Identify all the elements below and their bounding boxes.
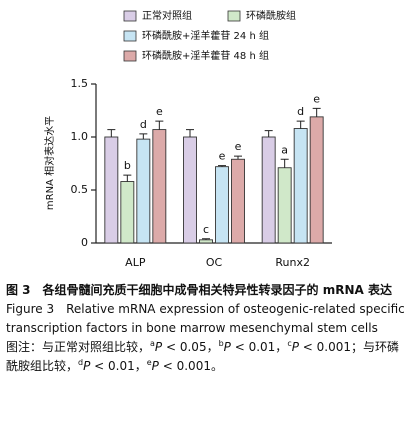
caption: 图 3 各组骨髓间充质干细胞中成骨相关特异性转录因子的 mRNA 表达 Figu…: [6, 281, 408, 376]
note-text: P: [154, 340, 163, 354]
significance-label: e: [235, 140, 242, 153]
note-text: P: [83, 359, 91, 373]
bar: [152, 129, 167, 244]
significance-label: e: [156, 105, 163, 118]
bar: [199, 239, 213, 244]
bar: [261, 136, 276, 244]
error-bar: [123, 174, 132, 182]
legend-label: 正常对照组: [142, 9, 192, 22]
error-bar: [264, 130, 273, 137]
note-text: P: [223, 340, 231, 354]
y-tick-label: 1.0: [71, 130, 89, 143]
significance-label: e: [313, 92, 320, 105]
legend-swatch: [123, 30, 137, 42]
bar: [120, 181, 135, 244]
note-text: < 0.001；与环磷酰胺组比较，: [6, 340, 400, 373]
error-bar: [155, 120, 164, 130]
note-text: 图注：与正常对照组比较，: [6, 340, 151, 354]
bar: [293, 128, 308, 244]
y-axis-label: mRNA 相对表达水平: [43, 116, 56, 210]
legend-swatch: [123, 10, 137, 22]
caption-title-en: Figure 3 Relative mRNA expression of ost…: [6, 302, 405, 335]
note-text: < 0.05，: [162, 340, 219, 354]
x-tick-label: OC: [206, 256, 223, 269]
note-text: P: [291, 340, 299, 354]
note-text: e: [146, 358, 152, 367]
bar: [231, 158, 245, 244]
note-text: P: [151, 359, 159, 373]
y-tick-label: 1.5: [71, 77, 89, 90]
significance-label: e: [219, 150, 226, 163]
bar: [215, 166, 229, 244]
bar: [183, 136, 197, 244]
significance-label: c: [203, 223, 209, 236]
note-text: < 0.01，: [230, 340, 288, 354]
x-tick-label: Runx2: [275, 256, 310, 269]
legend-label: 环磷酰胺组: [246, 9, 296, 22]
error-bar: [312, 107, 321, 117]
note-text: c: [287, 339, 292, 348]
caption-note: 图注：与正常对照组比较，aP < 0.05，bP < 0.01，cP < 0.0…: [6, 338, 408, 376]
note-text: < 0.01，: [90, 359, 147, 373]
bar: [104, 136, 119, 244]
legend-swatch: [227, 10, 241, 22]
caption-title-zh: 图 3 各组骨髓间充质干细胞中成骨相关特异性转录因子的 mRNA 表达: [6, 283, 392, 297]
error-bar: [186, 129, 194, 137]
error-bar: [139, 133, 148, 140]
legend-label: 环磷酰胺+淫羊藿苷 48 h 组: [142, 49, 269, 62]
bar: [277, 167, 292, 244]
error-bar: [218, 165, 226, 167]
note-text: a: [150, 339, 155, 348]
note-text: b: [218, 339, 224, 348]
note-text: d: [78, 358, 84, 367]
legend-swatch: [123, 50, 137, 62]
significance-label: b: [124, 159, 131, 172]
error-bar: [296, 120, 305, 129]
y-tick-label: 0.5: [71, 183, 89, 196]
error-bar: [202, 238, 210, 240]
legend-label: 环磷酰胺+淫羊藿苷 24 h 组: [142, 29, 269, 42]
note-text: < 0.001。: [158, 359, 223, 373]
error-bar: [280, 158, 289, 168]
error-bar: [107, 129, 116, 137]
significance-label: d: [297, 105, 304, 118]
x-tick-label: ALP: [125, 256, 146, 269]
chart: mRNA 相对表达水平 0 0.5 1.0 1.5 正常对照组 环磷酰胺组环磷酰胺+淫羊藿…: [43, 9, 332, 269]
y-tick-label: 0: [81, 236, 88, 249]
significance-label: a: [281, 143, 288, 156]
significance-label: d: [140, 118, 147, 131]
error-bar: [234, 155, 242, 160]
bar: [136, 138, 151, 244]
bar: [309, 116, 324, 244]
